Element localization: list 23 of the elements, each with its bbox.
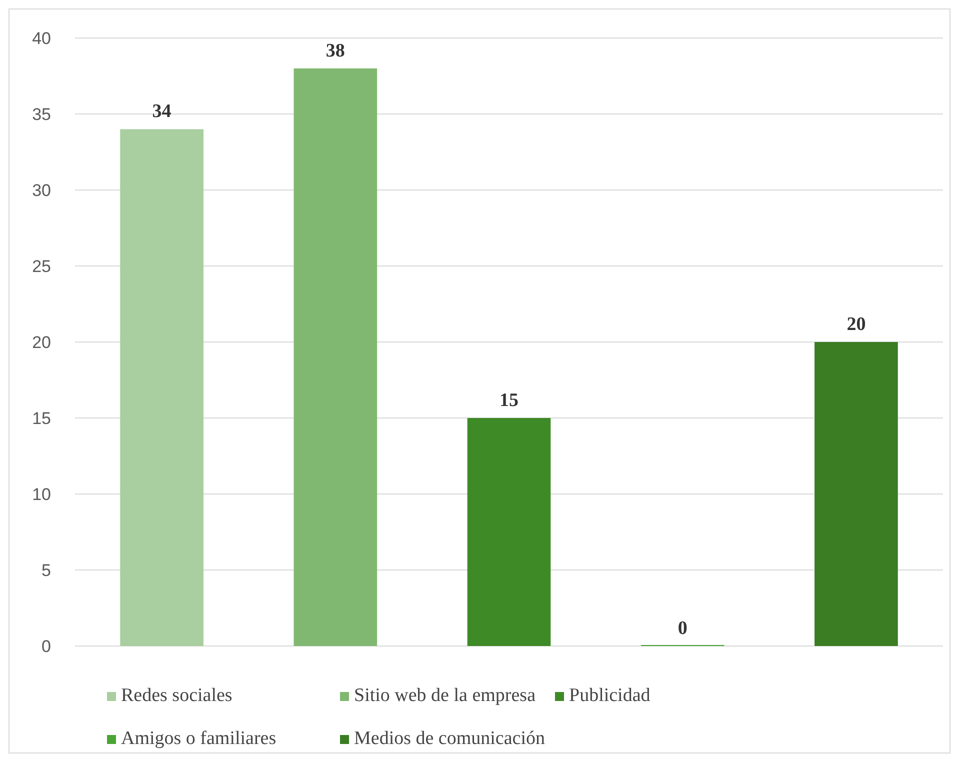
legend-label: Medios de comunicación xyxy=(354,728,546,749)
data-label: 34 xyxy=(152,101,172,122)
legend-label: Amigos o familiares xyxy=(121,728,276,749)
y-tick-label: 20 xyxy=(32,332,51,352)
bar xyxy=(814,342,898,646)
data-label: 0 xyxy=(678,618,688,639)
legend-label: Sitio web de la empresa xyxy=(354,685,536,706)
y-tick-label: 5 xyxy=(42,560,51,580)
data-label: 20 xyxy=(846,314,866,335)
bar xyxy=(294,68,378,646)
y-tick-label: 0 xyxy=(42,636,51,656)
y-tick-label: 35 xyxy=(32,104,51,124)
y-tick-label: 25 xyxy=(32,256,51,276)
y-tick-label: 40 xyxy=(32,28,51,48)
data-label: 15 xyxy=(500,390,518,411)
bar xyxy=(467,418,551,646)
bar xyxy=(120,129,204,646)
y-tick-label: 30 xyxy=(32,180,51,200)
legend-label: Publicidad xyxy=(569,685,651,706)
legend-label: Redes sociales xyxy=(121,685,232,706)
y-tick-label: 15 xyxy=(32,408,51,428)
y-tick-label: 10 xyxy=(32,484,51,504)
data-label: 38 xyxy=(326,40,345,62)
